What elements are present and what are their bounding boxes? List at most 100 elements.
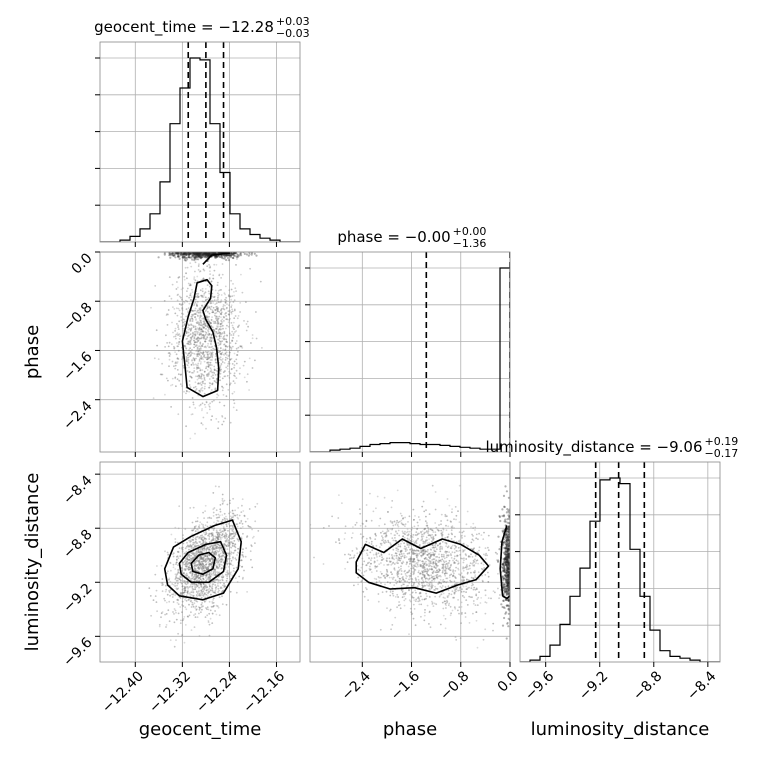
scatter-point [335,541,337,544]
scatter-point [453,606,456,609]
scatter-point [242,555,245,558]
scatter-point [194,325,197,328]
scatter-point-edge [193,257,196,260]
scatter-point [204,561,207,563]
scatter-point [382,575,385,577]
scatter-point [215,545,218,548]
scatter-point [192,588,195,591]
scatter-point [384,532,386,535]
scatter-point [233,360,236,363]
scatter-point [192,603,195,606]
scatter-point-edge [169,256,172,259]
scatter-point [204,570,207,572]
scatter-point [210,419,213,421]
scatter-point [356,565,359,567]
scatter-point [178,379,181,382]
scatter-point [222,527,225,530]
scatter-point [230,532,233,535]
scatter-point [189,386,192,389]
scatter-point [430,574,432,577]
scatter-point [187,282,190,285]
scatter-point-edge [203,254,206,257]
scatter-point [438,546,441,549]
scatter-point [192,536,195,538]
scatter-point [213,548,216,551]
scatter-point [427,530,430,532]
scatter-point [399,581,401,583]
scatter-point [198,317,201,320]
scatter-point [221,536,223,539]
scatter-point [230,288,233,291]
scatter-point [450,580,453,583]
scatter-point [199,561,201,564]
scatter-point-edge [213,256,217,259]
scatter-point [188,352,191,355]
scatter-point [184,586,186,589]
scatter-point [477,562,479,565]
scatter-point [179,597,182,599]
scatter-point [438,559,441,562]
scatter-point [470,571,472,574]
scatter-point [382,541,385,543]
scatter-point-edge [229,256,233,259]
scatter-point [201,296,204,298]
scatter-point [482,638,485,641]
scatter-point [406,571,408,574]
scatter-point [210,544,213,547]
scatter-point [423,619,426,622]
scatter-point [232,334,235,336]
scatter-point [443,555,445,558]
scatter-point [212,329,215,331]
scatter-point-edge [197,258,200,261]
scatter-point [214,359,217,362]
scatter-point-edge [207,252,210,256]
scatter-point [215,550,217,552]
scatter-point [224,544,227,547]
scatter-point [229,541,232,543]
scatter-point [198,312,201,314]
scatter-point [195,368,198,370]
scatter-point [202,416,205,419]
scatter-point [205,328,207,330]
scatter-point [199,351,202,354]
scatter-point [215,302,218,305]
scatter-point [426,568,429,571]
scatter-point [459,574,462,576]
scatter-point [226,324,228,327]
scatter-point-edge [193,252,196,255]
scatter-point [218,554,221,557]
scatter-point [424,568,426,571]
scatter-point [230,312,233,315]
scatter-point [217,342,219,344]
scatter-point [203,376,206,379]
scatter-point [215,315,218,318]
scatter-point [228,289,231,292]
scatter-point [203,564,206,567]
scatter-point [409,593,412,596]
scatter-point [229,543,232,545]
scatter-point [201,423,204,426]
scatter-point [375,507,377,510]
scatter-point [426,551,429,553]
scatter-point [155,589,158,592]
scatter-point [226,341,229,344]
scatter-point [185,594,188,597]
scatter-point [211,539,214,541]
scatter-point [152,599,155,601]
scatter-point [191,320,194,322]
scatter-point [190,323,193,326]
scatter-point [228,525,231,527]
scatter-point [231,516,233,519]
scatter-point [188,327,191,330]
scatter-point [179,606,182,608]
scatter-point [188,561,191,564]
scatter-point [403,556,406,559]
scatter-point [228,542,231,544]
scatter-point [220,534,223,537]
scatter-point [217,585,220,587]
scatter-point [365,569,368,572]
scatter-point [455,545,457,548]
scatter-point [224,375,227,378]
scatter-point [461,531,464,534]
scatter-point-edge [171,252,174,255]
